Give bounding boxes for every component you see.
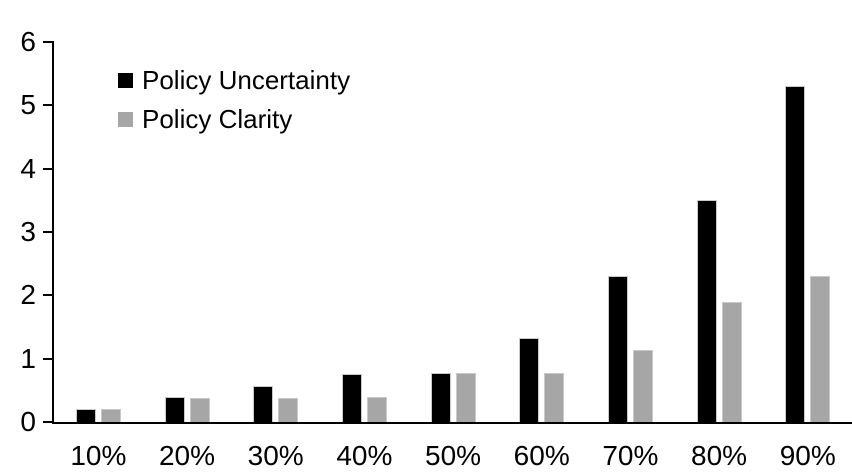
plot-area: [43, 41, 852, 424]
bar-policy-uncertainty-80%: [696, 200, 717, 422]
bars-area: [54, 42, 852, 422]
x-tick-label: 80%: [691, 440, 748, 471]
y-tick-mark: [43, 167, 54, 170]
category-slot-70%: [586, 42, 675, 422]
bar-policy-uncertainty-40%: [341, 373, 362, 422]
y-tick-mark: [43, 231, 54, 233]
category-slot-50%: [409, 42, 498, 422]
bar-policy-clarity-40%: [366, 397, 387, 422]
x-axis-labels: 10% 20% 30% 40% 50% 60% 70% 80% 90%: [54, 440, 852, 472]
category-slot-90%: [763, 42, 852, 422]
bar-policy-uncertainty-60%: [519, 337, 540, 422]
y-tick-label: 5: [20, 89, 36, 121]
x-tick-label: 40%: [336, 440, 393, 471]
legend: Policy Uncertainty Policy Clarity: [118, 66, 350, 133]
y-tick-label: 0: [20, 406, 36, 437]
y-tick-mark: [43, 421, 54, 423]
bar-policy-clarity-60%: [544, 373, 565, 422]
bar-policy-uncertainty-20%: [164, 396, 185, 422]
bar-policy-clarity-80%: [721, 301, 742, 422]
bar-policy-clarity-30%: [278, 397, 299, 422]
y-tick-label: 2: [20, 279, 36, 311]
category-slot-40%: [320, 42, 409, 422]
legend-swatch-black-square-icon: [118, 72, 133, 88]
legend-label: Policy Clarity: [142, 104, 293, 134]
bar-policy-uncertainty-50%: [430, 372, 451, 422]
y-tick-label: 6: [20, 26, 36, 57]
y-tick-mark: [43, 41, 54, 43]
bar-policy-uncertainty-70%: [607, 276, 628, 422]
category-slot-10%: [54, 42, 143, 422]
legend-swatch-gray-square-icon: [118, 111, 133, 127]
y-tick-label: 3: [20, 216, 36, 247]
legend-label: Policy Uncertainty: [142, 65, 351, 95]
bar-policy-clarity-50%: [455, 373, 476, 422]
bar-policy-clarity-20%: [189, 397, 210, 422]
bar-policy-uncertainty-90%: [785, 86, 806, 422]
bar-policy-clarity-10%: [100, 409, 121, 422]
x-tick-label: 20%: [158, 440, 216, 471]
category-slot-80%: [675, 42, 764, 422]
y-axis-labels: 0 1 2 3 4 5 6: [0, 27, 36, 437]
x-tick-label: 90%: [779, 440, 836, 471]
legend-item-policy-clarity: Policy Clarity: [118, 105, 350, 133]
legend-item-policy-uncertainty: Policy Uncertainty: [118, 66, 350, 94]
category-slot-30%: [231, 42, 320, 422]
x-tick-label: 70%: [602, 440, 659, 471]
bar-policy-uncertainty-10%: [75, 409, 96, 422]
x-tick-label: 60%: [513, 440, 570, 471]
bar-policy-uncertainty-30%: [253, 385, 274, 422]
y-tick-mark: [43, 104, 54, 107]
y-tick-label: 1: [20, 342, 36, 374]
category-slot-20%: [143, 42, 232, 422]
y-tick-label: 4: [20, 152, 36, 184]
x-tick-label: 50%: [425, 440, 482, 471]
category-slot-60%: [497, 42, 586, 422]
bar-policy-clarity-70%: [632, 350, 653, 422]
y-tick-mark: [43, 357, 54, 360]
x-tick-label: 30%: [247, 440, 304, 471]
x-tick-label: 10%: [70, 440, 127, 471]
y-tick-mark: [43, 294, 54, 297]
bar-policy-clarity-90%: [810, 276, 831, 422]
